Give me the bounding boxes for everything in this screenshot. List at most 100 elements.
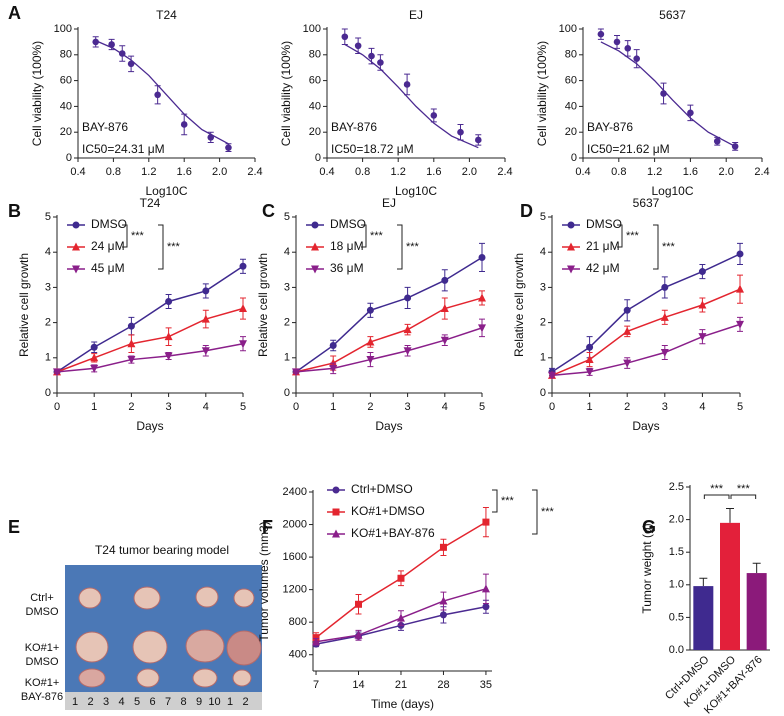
point	[354, 42, 362, 50]
point	[633, 55, 640, 62]
bracket	[397, 224, 403, 270]
y-tick-label: 100	[559, 23, 577, 35]
tumors	[75, 586, 262, 688]
y-tick-label: 4	[284, 246, 290, 258]
x-axis-label: Days	[375, 419, 402, 433]
marker	[548, 371, 556, 380]
x-tick-label: 21	[395, 679, 407, 691]
marker	[482, 518, 490, 526]
point	[377, 59, 384, 66]
bar	[746, 573, 767, 650]
annotation: ***	[737, 483, 751, 495]
x-tick-label: 2	[624, 401, 630, 413]
x-tick-label: 5	[479, 401, 485, 413]
marker	[623, 326, 632, 335]
legend-marker	[311, 265, 319, 274]
x-tick-label: 28	[437, 679, 449, 691]
marker	[698, 300, 707, 309]
x-tick-label: 0	[549, 401, 555, 413]
y-tick-label: 2	[284, 317, 290, 329]
panel-letter: F	[262, 517, 273, 537]
ruler-label: 6	[149, 696, 155, 708]
ruler-label: 9	[196, 696, 202, 708]
y-tick-label: 20	[60, 126, 72, 138]
legend-label: Ctrl+DMSO	[351, 482, 413, 496]
x-axis-label: Time (days)	[371, 697, 434, 711]
marker	[736, 284, 744, 293]
marker	[736, 320, 744, 329]
chart-title: 5637	[659, 8, 686, 22]
annotation: ***	[626, 230, 640, 242]
legend-marker	[72, 265, 80, 274]
photo-title: T24 tumor bearing model	[95, 543, 229, 557]
legend-label: KO#1+BAY-876	[351, 526, 435, 540]
y-axis-label: Relative cell growth	[512, 253, 526, 357]
annotation: ***	[501, 495, 515, 507]
ruler-label: 2	[242, 696, 248, 708]
y-tick-label: 40	[309, 100, 321, 112]
marker	[439, 596, 448, 605]
y-tick-label: 3	[540, 281, 546, 293]
y-tick-label: 1.0	[669, 579, 684, 591]
marker	[292, 368, 300, 377]
x-tick-label: 0	[54, 401, 60, 413]
panel-letter: A	[8, 3, 21, 23]
x-tick-label: 4	[699, 401, 705, 413]
y-tick-label: 80	[565, 49, 577, 61]
y-tick-label: 100	[54, 23, 72, 35]
marker	[586, 343, 594, 351]
annotation: IC50=21.62 μM	[587, 142, 670, 156]
chart-title: T24	[156, 8, 177, 22]
x-axis-label: Days	[136, 419, 163, 433]
point	[180, 121, 188, 128]
annotation: BAY-876	[82, 120, 128, 134]
marker	[329, 341, 337, 349]
y-tick-label: 40	[565, 100, 577, 112]
y-tick-label: 3	[45, 281, 51, 293]
point	[207, 134, 215, 141]
x-tick-label: 5	[240, 401, 246, 413]
bracket	[158, 224, 164, 270]
y-tick-label: 2000	[283, 518, 307, 530]
marker	[736, 250, 744, 258]
y-tick-label: 2.5	[669, 481, 684, 493]
x-tick-label: 0.8	[611, 166, 626, 178]
marker	[661, 283, 669, 291]
marker	[623, 359, 632, 368]
ruler-label: 1	[227, 696, 233, 708]
x-tick-label: 0.4	[70, 166, 85, 178]
x-axis-label: Days	[632, 419, 659, 433]
marker	[403, 325, 412, 334]
y-tick-label: 0	[284, 387, 290, 399]
marker	[127, 339, 136, 348]
x-tick-label: 3	[662, 401, 668, 413]
bracket	[122, 224, 128, 248]
marker	[585, 355, 594, 364]
y-tick-label: 4	[540, 246, 546, 258]
series-line	[551, 253, 741, 373]
legend-marker	[311, 242, 319, 251]
x-tick-label: 7	[313, 679, 319, 691]
y-tick-label: 0	[66, 152, 72, 164]
marker	[441, 276, 449, 284]
y-tick-label: 0	[571, 152, 577, 164]
point	[731, 143, 739, 150]
panel-letter: G	[642, 517, 656, 537]
x-tick-label: 4	[203, 401, 209, 413]
x-tick-label: 1.2	[647, 166, 662, 178]
tumor	[232, 669, 252, 687]
marker	[660, 349, 669, 358]
error-bar	[699, 577, 708, 587]
chart-title: EJ	[382, 196, 396, 210]
point	[341, 33, 349, 41]
marker	[164, 352, 173, 361]
ruler-label: 7	[165, 696, 171, 708]
annotation: ***	[541, 506, 555, 518]
x-tick-label: 0.8	[355, 166, 370, 178]
x-tick-label: 14	[352, 679, 364, 691]
legend-marker	[567, 242, 575, 251]
y-tick-label: 0.5	[669, 611, 684, 623]
series-line	[551, 288, 741, 377]
ruler-label: 5	[134, 696, 140, 708]
